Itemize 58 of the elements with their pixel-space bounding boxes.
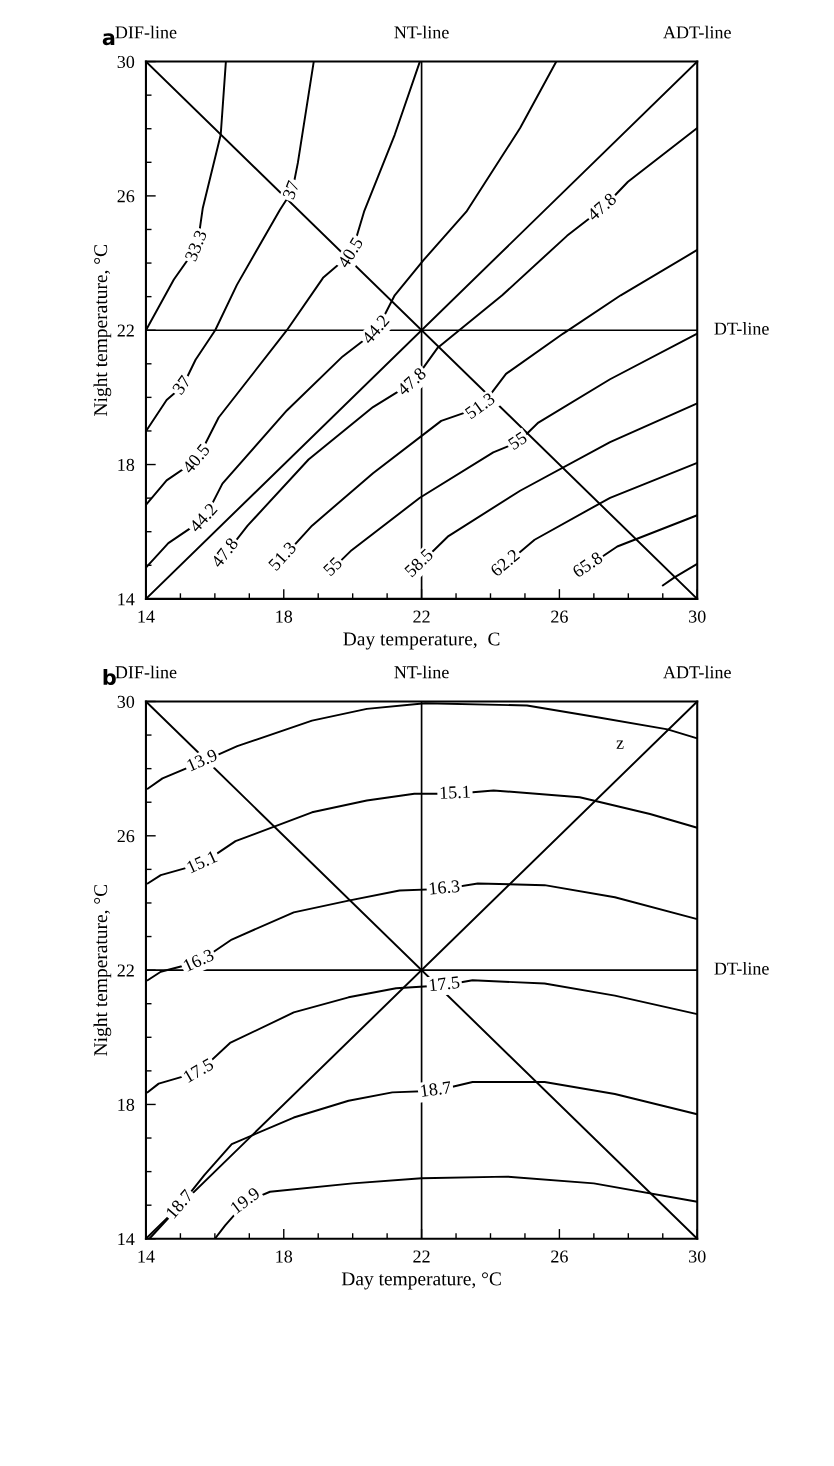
x-tick-label: 22 (413, 610, 430, 623)
chart-title: a (102, 33, 115, 46)
y-axis-title: Night temperature, °C (93, 884, 112, 1056)
y-tick-label: 18 (118, 458, 135, 471)
y-tick-label: 26 (117, 830, 135, 843)
x-tick-label: 18 (276, 610, 293, 623)
x-tick-label: 22 (413, 1250, 430, 1263)
annotation: 37 (282, 179, 300, 200)
ref-line-label: DT-line (714, 961, 769, 975)
y-tick-label: 22 (117, 964, 134, 977)
series-label: DIF-line (115, 25, 177, 39)
annotation: 51.3 (464, 392, 496, 420)
annotation: 13.9 (186, 748, 219, 772)
series-label: ADT-line (663, 25, 731, 39)
annotation: 62.2 (489, 548, 521, 578)
x-tick-label: 26 (551, 1250, 568, 1263)
y-tick-label: 26 (117, 190, 135, 203)
series-label: DIF-line (115, 665, 177, 679)
x-tick-label: 14 (138, 1250, 155, 1263)
x-tick-label: 26 (551, 610, 568, 623)
annotation: 58.5 (403, 547, 434, 578)
annotation: 16.3 (182, 948, 215, 972)
ref-line-label: NT-line (394, 665, 449, 679)
x-tick-label: 14 (138, 610, 155, 623)
y-tick-label: 18 (118, 1098, 135, 1111)
annotation: 17.5 (182, 1057, 215, 1083)
y-tick-label: 22 (117, 324, 134, 337)
annotation: 44.2 (188, 502, 218, 534)
annotation: 55 (507, 431, 528, 451)
annotation: 47.8 (396, 366, 427, 397)
annotation: 47.8 (586, 192, 618, 222)
annotation: z (616, 740, 624, 749)
y-tick-label: 14 (118, 1233, 135, 1246)
annotation: 33.3 (184, 229, 208, 262)
annotation: 18.7 (165, 1188, 194, 1219)
ref-line-label: NT-line (394, 25, 449, 39)
series-label: ADT-line (663, 665, 731, 679)
annotation: 51.3 (267, 540, 297, 572)
y-axis-title: Night temperature, °C (93, 245, 112, 416)
annotation: 19.9 (229, 1186, 261, 1215)
x-tick-label: 30 (689, 610, 706, 623)
chart-title: b (103, 668, 116, 686)
y-tick-label: 30 (117, 695, 135, 708)
x-tick-label: 30 (689, 1250, 706, 1263)
annotation: 44.2 (360, 314, 390, 345)
annotation: 65.8 (571, 551, 604, 579)
ref-line-label: DT-line (714, 322, 769, 335)
annotation: 40.5 (181, 442, 211, 475)
annotation: 40.5 (336, 236, 364, 269)
annotation: 15.1 (186, 850, 218, 874)
annotation: 55 (322, 556, 343, 577)
x-tick-label: 18 (276, 1250, 293, 1263)
annotation: 37 (171, 374, 192, 396)
y-tick-label: 14 (118, 593, 135, 606)
annotation: 47.8 (210, 536, 239, 569)
x-axis-title: Day temperature, C (343, 632, 500, 650)
y-tick-label: 30 (117, 55, 135, 69)
x-axis-title: Day temperature, °C (341, 1272, 501, 1290)
